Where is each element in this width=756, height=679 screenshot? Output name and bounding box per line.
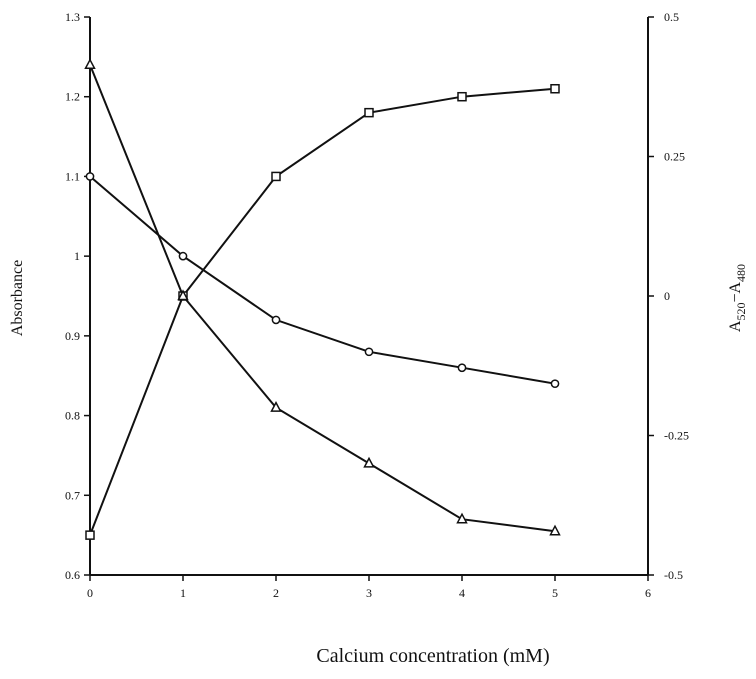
square-marker xyxy=(364,107,374,118)
y-tick-label: 0.7 xyxy=(65,488,80,502)
x-tick-label: 1 xyxy=(180,586,186,600)
circle-marker xyxy=(178,251,188,261)
y-axis-right-title-sub1: 520 xyxy=(734,303,748,321)
y-axis-right-title: A520−A480 xyxy=(727,264,748,332)
square-marker xyxy=(271,171,281,182)
x-tick-label: 4 xyxy=(459,586,465,600)
triangle-marker xyxy=(177,289,189,301)
y-tick-label: 1.2 xyxy=(65,90,80,104)
triangle-series-line xyxy=(89,64,556,533)
x-tick-label: 2 xyxy=(273,586,279,600)
y-right-tick-label: -0.5 xyxy=(664,568,683,582)
circle-marker xyxy=(85,172,95,181)
square-marker xyxy=(457,91,467,102)
axes xyxy=(89,17,649,576)
y-right-tick-label: 0.25 xyxy=(664,150,685,164)
y-tick-label: 0.6 xyxy=(65,568,80,582)
square-marker xyxy=(550,83,560,94)
x-tick-label: 0 xyxy=(87,586,93,600)
circle-marker xyxy=(457,363,467,373)
triangle-marker xyxy=(84,58,96,70)
square-series-line xyxy=(89,87,556,536)
y-right-tick-label: 0.5 xyxy=(664,10,679,24)
circle-marker xyxy=(271,315,281,325)
triangle-marker xyxy=(363,456,375,468)
y-tick-label: 1 xyxy=(74,249,80,263)
y-right-tick-label: -0.25 xyxy=(664,429,689,443)
x-tick-label: 6 xyxy=(645,586,651,600)
y-axis-right-title-main: A xyxy=(727,320,744,332)
triangle-marker xyxy=(270,400,282,412)
circle-marker xyxy=(364,347,374,357)
square-marker xyxy=(85,530,95,540)
series xyxy=(84,58,561,540)
y-tick-label: 0.8 xyxy=(65,409,80,423)
y-axis-right-title-sub2: 480 xyxy=(734,264,748,282)
y-tick-label: 1.1 xyxy=(65,169,80,183)
x-tick-label: 3 xyxy=(366,586,372,600)
triangle-marker xyxy=(456,512,468,524)
x-axis-title: Calcium concentration (mM) xyxy=(316,645,549,667)
y-axis-right-title-sep: −A xyxy=(727,281,744,302)
circle-series-line xyxy=(89,175,556,385)
ticks: 0 1 2 3 4 5 6 0.6 0.7 0.8 0.9 1 1.1 1.2 1.3 -0.5 -0.25 0 0… xyxy=(65,10,689,600)
y-right-tick-label: 0 xyxy=(664,289,670,303)
y-tick-label: 1.3 xyxy=(65,10,80,24)
circle-marker xyxy=(550,379,560,389)
y-axis-title: Absorbance xyxy=(9,260,26,336)
triangle-marker xyxy=(549,524,561,536)
x-tick-label: 5 xyxy=(552,586,558,600)
y-tick-label: 0.9 xyxy=(65,329,80,343)
